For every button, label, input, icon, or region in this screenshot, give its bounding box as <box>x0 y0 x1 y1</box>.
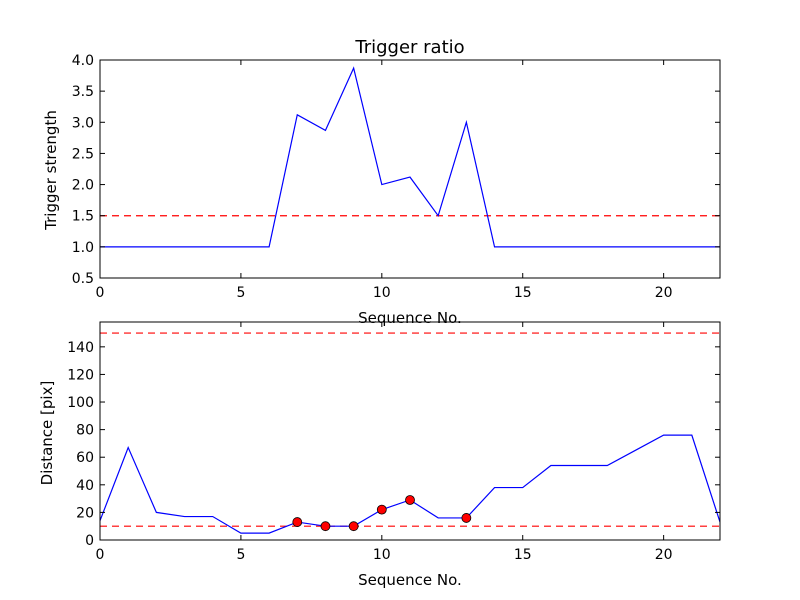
y-tick-label: 3.5 <box>72 84 94 100</box>
y-tick-label: 1.5 <box>72 209 94 225</box>
data-point-marker <box>320 521 331 532</box>
y-tick-label: 1.0 <box>72 240 94 256</box>
y-tick-label: 60 <box>76 450 94 466</box>
x-tick-label: 0 <box>96 285 105 301</box>
series-line <box>99 434 721 534</box>
y-tick-label: 80 <box>76 423 94 439</box>
data-point-marker <box>292 517 303 527</box>
y-tick-label: 20 <box>76 505 94 521</box>
x-axis-label: Sequence No. <box>358 571 462 589</box>
data-point-marker <box>376 504 387 515</box>
x-tick-label: 20 <box>655 547 673 563</box>
x-axis-label: Sequence No. <box>358 309 462 327</box>
x-tick-label: 5 <box>236 547 245 563</box>
x-tick-label: 15 <box>514 285 532 301</box>
y-tick-label: 2.0 <box>72 178 94 194</box>
series-line <box>100 66 720 248</box>
x-tick-label: 10 <box>373 547 391 563</box>
x-tick-label: 10 <box>373 285 391 301</box>
axes-frame <box>99 59 721 279</box>
y-tick-label: 2.5 <box>72 146 94 162</box>
y-axis-label: Trigger strength <box>42 110 60 231</box>
y-tick-label: 120 <box>67 367 94 383</box>
data-point-marker <box>405 495 415 505</box>
y-tick-label: 140 <box>67 340 94 356</box>
y-tick-label: 100 <box>67 395 94 411</box>
data-point-marker <box>348 521 359 532</box>
y-tick-label: 4.0 <box>72 53 94 69</box>
x-tick-label: 0 <box>96 547 105 563</box>
data-point-marker <box>461 513 472 523</box>
y-axis-label: Distance [pix] <box>38 381 56 486</box>
x-tick-label: 5 <box>236 285 245 301</box>
x-tick-label: 20 <box>655 285 673 301</box>
y-tick-label: 3.0 <box>72 115 94 131</box>
trigger-ratio-subplot: Trigger ratio Sequence No. Trigger stren… <box>42 37 721 327</box>
y-tick-label: 0.5 <box>72 271 94 287</box>
distance-subplot: Sequence No. Distance [pix] 0 5 10 15 20 0 20 4… <box>38 321 721 589</box>
chart-title: Trigger ratio <box>354 37 464 58</box>
y-tick-label: 40 <box>76 478 94 494</box>
y-tick-label: 0 <box>85 533 94 549</box>
axes-frame <box>99 321 721 541</box>
x-tick-label: 15 <box>514 547 532 563</box>
